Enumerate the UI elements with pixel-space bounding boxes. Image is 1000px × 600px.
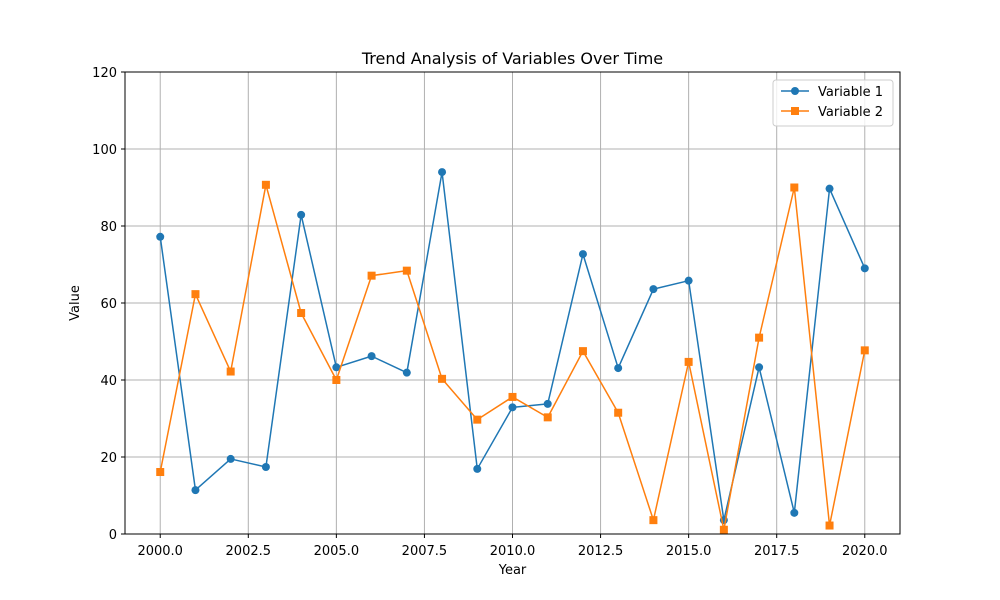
x-tick-label: 2005.0: [314, 544, 360, 559]
legend-label-variable-1: Variable 1: [818, 85, 883, 100]
data-point-variable-2: [473, 415, 482, 424]
y-tick-label: 80: [100, 220, 117, 235]
y-tick-label: 100: [92, 143, 117, 158]
data-point-variable-1: [156, 232, 165, 241]
data-point-variable-1: [332, 363, 341, 372]
data-point-variable-1: [790, 508, 799, 517]
legend-label-variable-2: Variable 2: [818, 105, 883, 120]
y-tick-label: 40: [100, 374, 117, 389]
data-point-variable-2: [790, 183, 799, 192]
y-tick-label: 20: [100, 451, 117, 466]
x-tick-label: 2012.5: [578, 544, 624, 559]
data-point-variable-2: [719, 525, 728, 534]
data-point-variable-2: [578, 347, 587, 356]
data-point-variable-1: [508, 403, 517, 412]
chart-title: Trend Analysis of Variables Over Time: [361, 49, 663, 68]
data-point-variable-2: [860, 346, 869, 355]
data-point-variable-1: [860, 264, 869, 273]
data-point-variable-2: [261, 180, 270, 189]
x-tick-label: 2017.5: [754, 544, 800, 559]
data-point-variable-2: [191, 290, 200, 299]
legend-marker-variable-2: [791, 107, 799, 115]
series-group: [156, 168, 869, 534]
x-tick-label: 2010.0: [490, 544, 536, 559]
y-tick-label: 120: [92, 66, 117, 81]
data-point-variable-1: [473, 464, 482, 473]
x-axis-label: Year: [498, 563, 527, 578]
data-point-variable-2: [402, 266, 411, 275]
data-point-variable-2: [438, 374, 447, 383]
data-point-variable-1: [614, 364, 623, 373]
data-point-variable-2: [649, 516, 658, 525]
legend: Variable 1 Variable 2: [772, 79, 894, 127]
data-point-variable-1: [438, 168, 447, 177]
data-point-variable-2: [367, 271, 376, 280]
data-point-variable-1: [402, 368, 411, 377]
axis-ticks: 2000.0 2002.5 2005.0 2007.5 2010.0 2012.5 2015…: [92, 66, 887, 559]
data-point-variable-2: [755, 333, 764, 342]
x-tick-label: 2020.0: [842, 544, 888, 559]
y-tick-label: 60: [100, 297, 117, 312]
data-point-variable-2: [226, 367, 235, 376]
data-point-variable-2: [332, 376, 341, 384]
data-point-variable-1: [825, 184, 834, 193]
x-tick-label: 2002.5: [226, 544, 272, 559]
data-point-variable-1: [226, 454, 235, 463]
data-point-variable-1: [367, 352, 376, 361]
x-tick-label: 2015.0: [666, 544, 712, 559]
x-tick-label: 2007.5: [402, 544, 448, 559]
data-point-variable-2: [614, 408, 623, 417]
data-point-variable-1: [578, 250, 587, 259]
data-point-variable-1: [261, 463, 270, 472]
data-point-variable-2: [156, 468, 165, 477]
data-point-variable-2: [684, 357, 693, 366]
data-point-variable-1: [755, 363, 764, 372]
data-point-variable-1: [191, 486, 200, 495]
data-point-variable-2: [508, 392, 517, 401]
series-variable-2: [156, 180, 869, 534]
y-axis-label: Value: [68, 285, 83, 321]
data-point-variable-2: [825, 521, 834, 530]
data-point-variable-1: [297, 210, 306, 219]
data-point-variable-1: [649, 285, 658, 294]
data-point-variable-2: [297, 309, 306, 318]
data-point-variable-2: [543, 413, 552, 422]
legend-marker-variable-1: [791, 87, 799, 95]
data-point-variable-1: [684, 276, 693, 285]
data-point-variable-1: [543, 399, 552, 408]
y-tick-label: 0: [109, 528, 117, 543]
x-tick-label: 2000.0: [137, 544, 183, 559]
